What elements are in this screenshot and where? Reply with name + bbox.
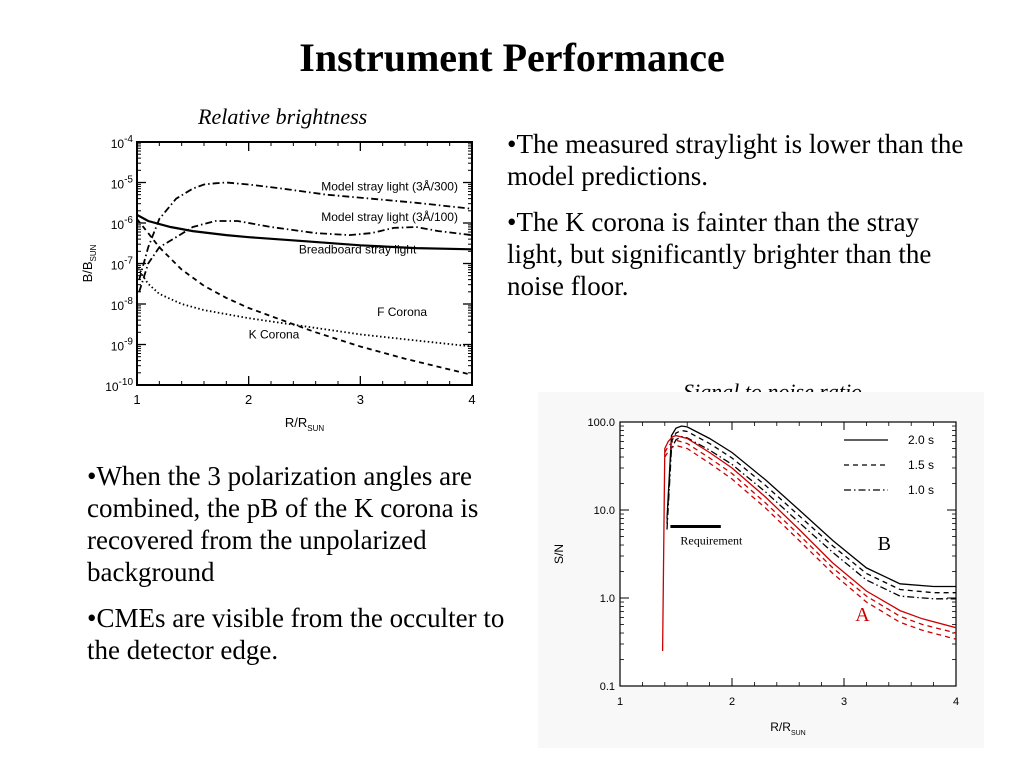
chart1-series-model-stray-light-3-100 (138, 220, 472, 293)
chart2-series-a-1-0-s (664, 444, 956, 640)
chart2-plot-frame (619, 421, 957, 687)
chart1-series-label-f-corona: F Corona (377, 305, 427, 319)
chart2-legend-label-1-0-s: 1.0 s (908, 483, 934, 497)
chart2-annotation-a: A (855, 604, 870, 626)
chart1-y-axis-label: B/BSUN (80, 244, 98, 282)
chart2-y-axis-label: S/N (552, 544, 566, 564)
chart1-series-k-corona (137, 218, 472, 376)
chart1-x-tick-label: 4 (468, 392, 475, 407)
chart2-x-tick-label: 4 (953, 696, 959, 708)
chart1-y-tick-label: 10-5 (111, 175, 134, 192)
chart1-plot-frame (136, 141, 473, 386)
chart2-legend-label-1-5-s: 1.5 s (908, 458, 934, 472)
chart2-y-tick-label: 0.1 (600, 681, 615, 693)
bullet-cmes: •CMEs are visible from the occulter to t… (87, 603, 505, 665)
chart1-series-model-stray-light-3-300 (138, 181, 472, 280)
chart1-y-tick-label: 10-10 (105, 377, 133, 394)
signal-to-noise-chart: 100.0 10.0 1.0 0.11 2 3 4 R/RSUN S/N 2.0 s 1.5 s 1.… (538, 392, 984, 748)
chart2-series-a-1-5-s (664, 439, 956, 634)
chart2-requirement-label: Requirement (680, 533, 743, 547)
bottom-bullet-list: •When the 3 polarization angles are comb… (87, 460, 532, 680)
chart2-y-tick-label: 1.0 (600, 593, 615, 605)
top-bullet-list: •The measured straylight is lower than t… (507, 128, 977, 316)
slide-title: Instrument Performance (299, 35, 725, 80)
chart2-x-tick-label: 2 (729, 696, 735, 708)
chart1-x-tick-label: 3 (357, 392, 364, 407)
chart1-y-tick-label: 10-6 (111, 215, 134, 232)
chart1-series-breadboard-stray-light (137, 213, 472, 251)
chart2-legend-label-2-0-s: 2.0 s (908, 433, 934, 447)
chart1-series-label-breadboard-stray-light: Breadboard stray light (299, 242, 417, 256)
bullet-straylight: •The measured straylight is lower than t… (507, 129, 964, 191)
chart1-y-tick-label: 10-7 (111, 256, 134, 273)
chart2-series-a-2-0-s (661, 434, 956, 652)
chart1-x-axis-label: R/RSUN (285, 415, 325, 433)
chart1-x-tick-label: 2 (245, 392, 252, 407)
chart2-y-tick-label: 10.0 (594, 505, 615, 517)
relative-brightness-chart: 10-4 10-5 10-6 10-7 10-8 10-9 10-101 2 3 4 R/RSUN B… (80, 134, 476, 433)
chart1-y-tick-label: 10-9 (111, 337, 134, 354)
chart1-series-label-model-stray-light-3-100: Model stray light (3Å/100) (321, 209, 458, 224)
chart1-series-label-k-corona: K Corona (249, 327, 300, 341)
chart1-x-tick-label: 1 (133, 392, 140, 407)
chart2-series-b-1-5-s (666, 429, 956, 594)
chart1-y-tick-label: 10-8 (111, 296, 134, 313)
chart1-title: Relative brightness (198, 104, 368, 129)
bullet-polarization: •When the 3 polarization angles are comb… (87, 461, 479, 587)
chart2-x-axis-label: R/RSUN (770, 720, 805, 737)
chart2-y-tick-label: 100.0 (587, 417, 615, 429)
chart2-series-b-2-0-s (666, 425, 956, 588)
chart1-series-label-model-stray-light-3-300: Model stray light (3Å/300) (321, 179, 458, 194)
chart1-y-tick-label: 10-4 (111, 134, 134, 151)
chart2-series-b-1-0-s (666, 436, 956, 600)
chart2-x-tick-label: 1 (617, 696, 623, 708)
bullet-k-corona: •The K corona is fainter than the stray … (507, 207, 932, 301)
chart2-annotation-b: B (878, 533, 891, 555)
chart2-x-tick-label: 3 (841, 696, 847, 708)
